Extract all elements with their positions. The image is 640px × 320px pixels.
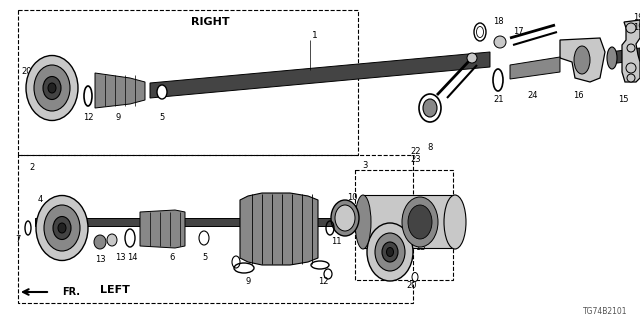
Ellipse shape bbox=[157, 85, 167, 99]
Ellipse shape bbox=[331, 200, 359, 236]
Text: 13: 13 bbox=[415, 244, 426, 252]
Polygon shape bbox=[140, 210, 185, 248]
Text: 23: 23 bbox=[411, 156, 421, 164]
Ellipse shape bbox=[444, 195, 466, 249]
Text: 16: 16 bbox=[573, 91, 583, 100]
Ellipse shape bbox=[412, 273, 418, 282]
Polygon shape bbox=[240, 193, 318, 265]
Ellipse shape bbox=[402, 197, 438, 247]
Text: 18: 18 bbox=[493, 18, 503, 27]
Text: 15: 15 bbox=[618, 95, 628, 105]
Bar bbox=[355, 170, 453, 280]
Text: 8: 8 bbox=[428, 143, 433, 153]
Circle shape bbox=[627, 44, 635, 52]
Ellipse shape bbox=[335, 205, 355, 231]
Ellipse shape bbox=[48, 83, 56, 93]
Text: TG74B2101: TG74B2101 bbox=[583, 308, 627, 316]
Polygon shape bbox=[35, 218, 370, 226]
Ellipse shape bbox=[36, 196, 88, 260]
Polygon shape bbox=[510, 57, 560, 79]
Text: 5: 5 bbox=[159, 113, 164, 122]
Circle shape bbox=[626, 63, 636, 73]
Text: 20: 20 bbox=[22, 68, 32, 76]
Text: 10: 10 bbox=[347, 194, 357, 203]
Text: 1: 1 bbox=[312, 30, 318, 39]
Polygon shape bbox=[622, 20, 640, 82]
Text: 6: 6 bbox=[170, 253, 175, 262]
Ellipse shape bbox=[367, 223, 413, 281]
Text: 17: 17 bbox=[513, 28, 524, 36]
Text: 22: 22 bbox=[411, 148, 421, 156]
Polygon shape bbox=[363, 195, 455, 248]
Text: FR.: FR. bbox=[62, 287, 80, 297]
Ellipse shape bbox=[375, 233, 405, 271]
Text: 3: 3 bbox=[362, 161, 368, 170]
Bar bbox=[18, 155, 413, 303]
Ellipse shape bbox=[387, 247, 394, 257]
Circle shape bbox=[626, 23, 636, 33]
Circle shape bbox=[627, 74, 635, 82]
Text: 13: 13 bbox=[115, 253, 125, 262]
Ellipse shape bbox=[607, 47, 617, 69]
Ellipse shape bbox=[423, 99, 437, 117]
Ellipse shape bbox=[199, 231, 209, 245]
Ellipse shape bbox=[419, 94, 441, 122]
Circle shape bbox=[467, 53, 477, 63]
Bar bbox=[18, 10, 358, 155]
Ellipse shape bbox=[43, 76, 61, 100]
Text: 13: 13 bbox=[95, 255, 106, 265]
Text: 19: 19 bbox=[633, 23, 640, 33]
Polygon shape bbox=[95, 73, 145, 108]
Text: 12: 12 bbox=[317, 277, 328, 286]
Text: 9: 9 bbox=[245, 277, 251, 286]
Ellipse shape bbox=[34, 65, 70, 111]
Text: 4: 4 bbox=[37, 196, 43, 204]
Ellipse shape bbox=[53, 217, 71, 239]
Ellipse shape bbox=[408, 205, 432, 239]
Circle shape bbox=[494, 36, 506, 48]
Text: 5: 5 bbox=[202, 253, 207, 262]
Ellipse shape bbox=[355, 195, 371, 249]
Text: LEFT: LEFT bbox=[100, 285, 130, 295]
Ellipse shape bbox=[574, 46, 590, 74]
Text: 12: 12 bbox=[83, 114, 93, 123]
Text: 24: 24 bbox=[528, 91, 538, 100]
Ellipse shape bbox=[44, 205, 80, 251]
Text: 11: 11 bbox=[331, 237, 341, 246]
Polygon shape bbox=[610, 48, 640, 64]
Text: 7: 7 bbox=[15, 236, 20, 244]
Ellipse shape bbox=[58, 223, 66, 233]
Text: RIGHT: RIGHT bbox=[191, 17, 229, 27]
Text: 9: 9 bbox=[115, 113, 120, 122]
Ellipse shape bbox=[107, 234, 117, 246]
Ellipse shape bbox=[26, 55, 78, 121]
Text: 19: 19 bbox=[633, 13, 640, 22]
Text: 21: 21 bbox=[493, 95, 504, 105]
Ellipse shape bbox=[382, 242, 398, 262]
Text: 14: 14 bbox=[127, 252, 137, 261]
Text: 20: 20 bbox=[407, 281, 417, 290]
Ellipse shape bbox=[94, 235, 106, 249]
Text: 2: 2 bbox=[29, 164, 35, 172]
Polygon shape bbox=[560, 38, 605, 82]
Polygon shape bbox=[150, 52, 490, 98]
